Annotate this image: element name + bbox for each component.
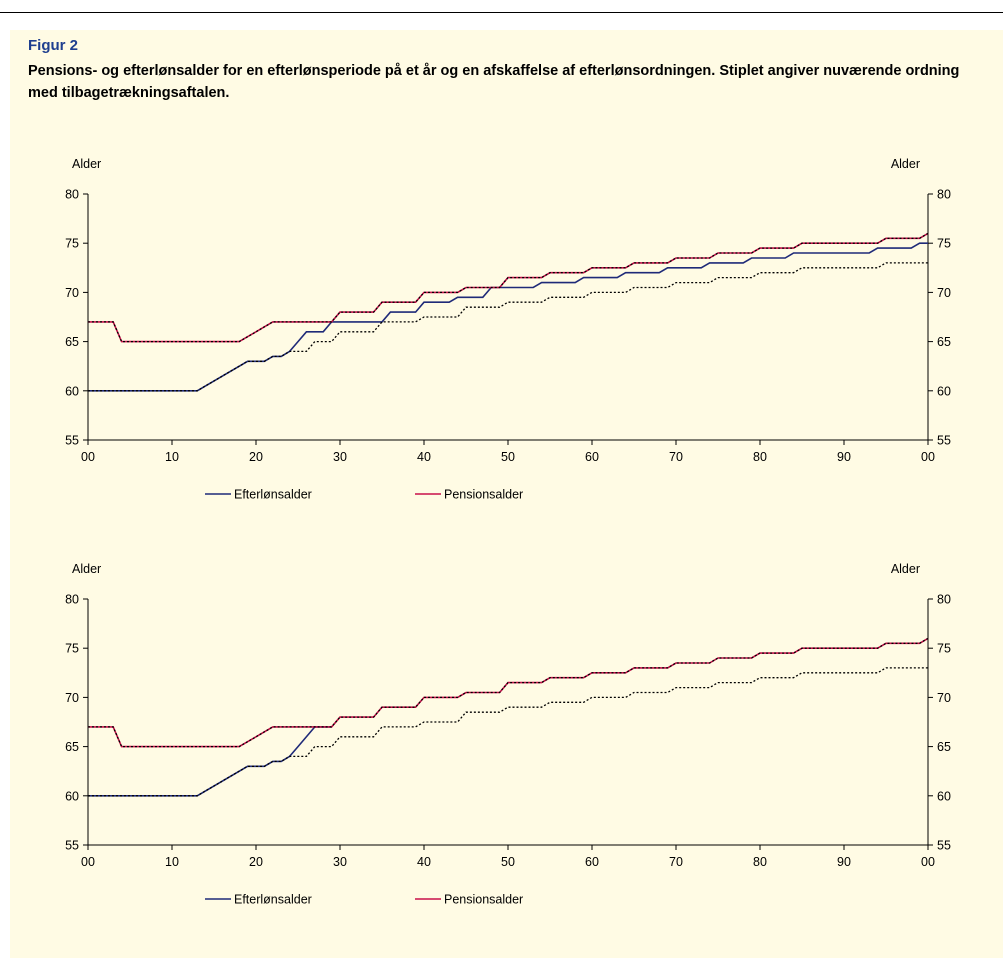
chart-bottom: Alder Alder 55 55 60 60 65 65 70 70 75 75 80 80 00 10 20… [65, 562, 951, 907]
y-tick-label-right: 55 [937, 839, 951, 853]
series-line-efterlønsalder-nuværende-ordning [88, 262, 928, 392]
figure-label: Figur 2 [28, 37, 79, 54]
y-tick-label-right: 75 [937, 237, 951, 251]
x-tick-label: 20 [249, 855, 263, 869]
x-tick-label: 40 [417, 450, 431, 464]
right-axis-label: Alder [891, 157, 920, 171]
y-tick-label-left: 70 [65, 286, 79, 300]
y-tick-label-left: 55 [65, 434, 79, 448]
y-tick-label-right: 80 [937, 593, 951, 607]
y-tick-label-right: 80 [937, 188, 951, 202]
y-tick-label-left: 60 [65, 384, 79, 398]
x-tick-label: 80 [753, 450, 767, 464]
x-tick-label: 10 [165, 450, 179, 464]
y-tick-label-right: 65 [937, 740, 951, 754]
x-tick-label: 50 [501, 450, 515, 464]
series-line-pensionsalder [88, 232, 929, 343]
x-tick-label: 00 [81, 450, 95, 464]
legend-label: Efterlønsalder [234, 488, 312, 502]
x-tick-label: 60 [585, 855, 599, 869]
x-tick-label: 30 [333, 450, 347, 464]
y-tick-label-left: 65 [65, 740, 79, 754]
series-line-efterlønsalder-nuværende-ordning [88, 667, 928, 797]
y-tick-label-right: 70 [937, 286, 951, 300]
x-tick-label: 20 [249, 450, 263, 464]
y-tick-label-right: 60 [937, 384, 951, 398]
series-line-efterlønsalder [88, 726, 332, 797]
y-tick-label-left: 60 [65, 789, 79, 803]
legend-label: Pensionsalder [444, 893, 523, 907]
y-tick-label-right: 55 [937, 434, 951, 448]
y-tick-label-left: 75 [65, 237, 79, 251]
x-tick-label: 70 [669, 855, 683, 869]
y-tick-label-left: 65 [65, 335, 79, 349]
x-tick-label: 40 [417, 855, 431, 869]
x-tick-label: 80 [753, 855, 767, 869]
x-tick-label: 30 [333, 855, 347, 869]
x-tick-label: 10 [165, 855, 179, 869]
chart-top: Alder Alder 55 55 60 60 65 65 70 70 75 75 80 80 00 10 20… [65, 157, 951, 502]
y-tick-label-left: 80 [65, 593, 79, 607]
y-tick-label-right: 70 [937, 691, 951, 705]
x-tick-label: 70 [669, 450, 683, 464]
y-tick-label-left: 55 [65, 839, 79, 853]
y-tick-label-right: 60 [937, 789, 951, 803]
y-tick-label-left: 70 [65, 691, 79, 705]
left-axis-label: Alder [72, 157, 101, 171]
x-tick-label: 00 [81, 855, 95, 869]
series-line-pensionsalder [88, 637, 929, 748]
series-line-pensionsalder-nuværende-ordning [88, 637, 929, 748]
x-tick-label: 50 [501, 855, 515, 869]
y-tick-label-right: 75 [937, 642, 951, 656]
x-tick-label: 00 [921, 450, 935, 464]
left-axis-label: Alder [72, 562, 101, 576]
figure-title: Pensions- og efterlønsalder for en efter… [28, 63, 960, 101]
legend-label: Efterlønsalder [234, 893, 312, 907]
figure-panel [10, 30, 1003, 958]
y-tick-label-left: 75 [65, 642, 79, 656]
x-tick-label: 00 [921, 855, 935, 869]
legend-label: Pensionsalder [444, 488, 523, 502]
right-axis-label: Alder [891, 562, 920, 576]
x-tick-label: 90 [837, 450, 851, 464]
y-tick-label-right: 65 [937, 335, 951, 349]
y-tick-label-left: 80 [65, 188, 79, 202]
top-rule [0, 12, 1003, 13]
x-tick-label: 90 [837, 855, 851, 869]
series-line-efterlønsalder [88, 242, 928, 392]
x-tick-label: 60 [585, 450, 599, 464]
